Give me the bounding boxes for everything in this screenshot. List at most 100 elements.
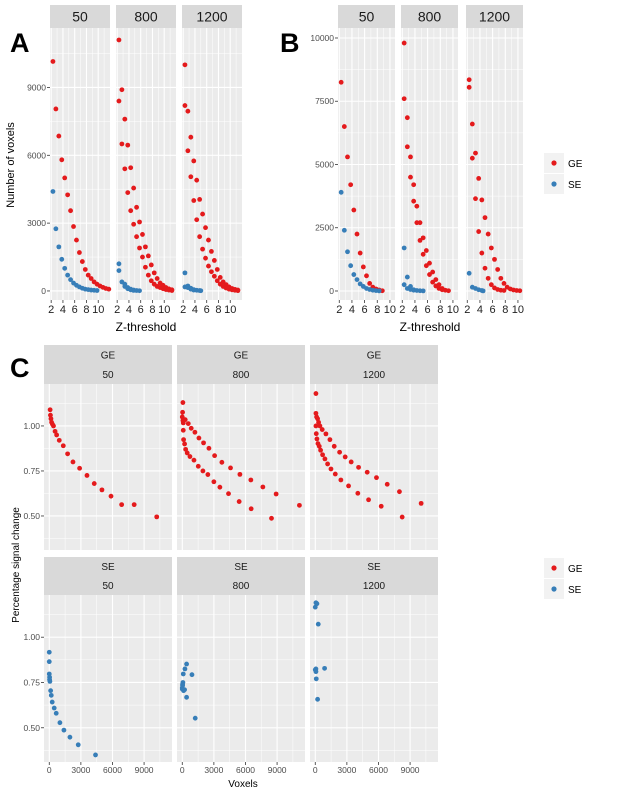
x-tick-label: 6 <box>204 304 210 316</box>
x-axis-title: Z-threshold <box>116 320 177 334</box>
data-point-se <box>404 274 410 280</box>
data-point-ge <box>498 275 504 281</box>
plot-background <box>44 384 172 550</box>
data-point-ge <box>195 463 201 469</box>
facet-strip <box>401 5 458 28</box>
data-point-se <box>313 676 319 682</box>
data-point-ge <box>206 445 212 451</box>
data-point-ge <box>197 196 203 202</box>
y-tick-label: 0.75 <box>23 677 40 687</box>
facet: GE 50 0.50 0.75 1.00 <box>23 345 172 550</box>
data-point-ge <box>203 255 208 261</box>
x-tick-label: 4 <box>349 304 355 316</box>
data-point-ge <box>56 133 62 139</box>
data-point-ge <box>313 410 319 416</box>
data-point-ge <box>322 456 328 462</box>
data-point-se <box>338 189 344 195</box>
facet-strip-label: 800 <box>134 9 158 25</box>
data-point-se <box>46 649 52 655</box>
data-point-ge <box>211 479 217 485</box>
facet-strip-label: 1200 <box>479 9 510 25</box>
data-point-ge <box>48 412 53 418</box>
data-point-ge <box>206 237 211 243</box>
x-tick-label: 4 <box>192 304 198 316</box>
data-point-ge <box>327 437 333 443</box>
data-point-ge <box>108 493 114 499</box>
data-point-ge <box>488 245 494 251</box>
data-point-ge <box>140 232 145 237</box>
data-point-ge <box>364 273 369 279</box>
data-point-se <box>341 227 347 233</box>
data-point-ge <box>119 87 125 93</box>
facet-strip <box>466 5 523 28</box>
facet-strip-label: 800 <box>418 9 442 25</box>
y-tick-label: 0.50 <box>23 723 40 733</box>
chart-panel-C: C GE 50 0.50 0.75 1.00 GE 800 GE 1200 SE 50 0.50 0.75… <box>10 345 583 790</box>
data-point-ge <box>469 155 475 161</box>
data-point-ge <box>203 225 208 231</box>
data-point-se <box>182 270 188 276</box>
data-point-se <box>48 692 54 698</box>
data-point-ge <box>354 231 360 237</box>
data-point-ge <box>482 265 488 271</box>
x-tick-label: 3000 <box>204 765 223 775</box>
data-point-se <box>420 288 426 294</box>
data-point-ge <box>211 273 217 279</box>
data-point-ge <box>417 220 423 226</box>
data-point-ge <box>378 503 384 509</box>
facet: SE 800 0 3000 6000 9000 <box>177 557 305 775</box>
data-point-ge <box>338 79 344 85</box>
data-point-se <box>53 710 59 716</box>
data-point-ge <box>194 177 200 183</box>
data-point-ge <box>217 484 223 490</box>
x-tick-label: 6 <box>72 304 78 316</box>
data-point-ge <box>82 267 88 272</box>
data-point-ge <box>194 217 200 223</box>
legend-marker-ge <box>551 565 557 571</box>
data-point-ge <box>205 472 211 477</box>
data-point-ge <box>501 281 507 286</box>
data-point-ge <box>91 481 97 486</box>
data-point-ge <box>316 419 321 425</box>
data-point-ge <box>356 464 361 470</box>
data-point-ge <box>492 256 497 262</box>
data-point-ge <box>88 276 94 281</box>
data-point-ge <box>68 208 73 214</box>
x-tick-label: 2 <box>48 304 54 316</box>
data-point-ge <box>360 264 366 270</box>
facet: 50 0 2500 5000 7500 10000 2 4 6 8 10 <box>310 5 396 316</box>
data-point-se <box>50 189 56 194</box>
x-tick-label: 4 <box>126 304 132 316</box>
data-point-se <box>351 272 357 277</box>
data-point-ge <box>180 427 186 433</box>
facet-strip-label: 50 <box>359 9 375 25</box>
data-point-ge <box>482 215 488 221</box>
x-tick-label: 4 <box>477 304 483 316</box>
data-point-ge <box>119 141 125 147</box>
x-tick-label: 0 <box>313 765 318 775</box>
data-point-ge <box>65 192 71 198</box>
data-point-se <box>62 265 68 271</box>
data-point-se <box>345 249 350 255</box>
data-point-ge <box>357 250 363 256</box>
data-point-ge <box>348 459 354 465</box>
x-tick-label: 6 <box>138 304 144 316</box>
data-point-ge <box>318 447 323 453</box>
facet-strip-label: 1200 <box>363 370 386 381</box>
x-tick-label: 8 <box>149 304 155 316</box>
data-point-ge <box>348 182 354 188</box>
data-point-se <box>322 665 327 671</box>
data-point-ge <box>196 435 202 441</box>
x-tick-label: 4 <box>412 304 418 316</box>
facet-strip-label: 50 <box>102 581 114 592</box>
data-point-ge <box>314 436 320 442</box>
data-point-ge <box>137 245 142 251</box>
facet-strip-label: 800 <box>233 370 250 381</box>
x-tick-label: 3000 <box>337 765 356 775</box>
data-point-ge <box>397 489 402 495</box>
data-point-ge <box>346 483 351 489</box>
y-tick-label: 1.00 <box>23 632 40 642</box>
data-point-ge <box>248 506 254 512</box>
data-point-ge <box>212 453 218 459</box>
data-point-ge <box>206 263 211 269</box>
